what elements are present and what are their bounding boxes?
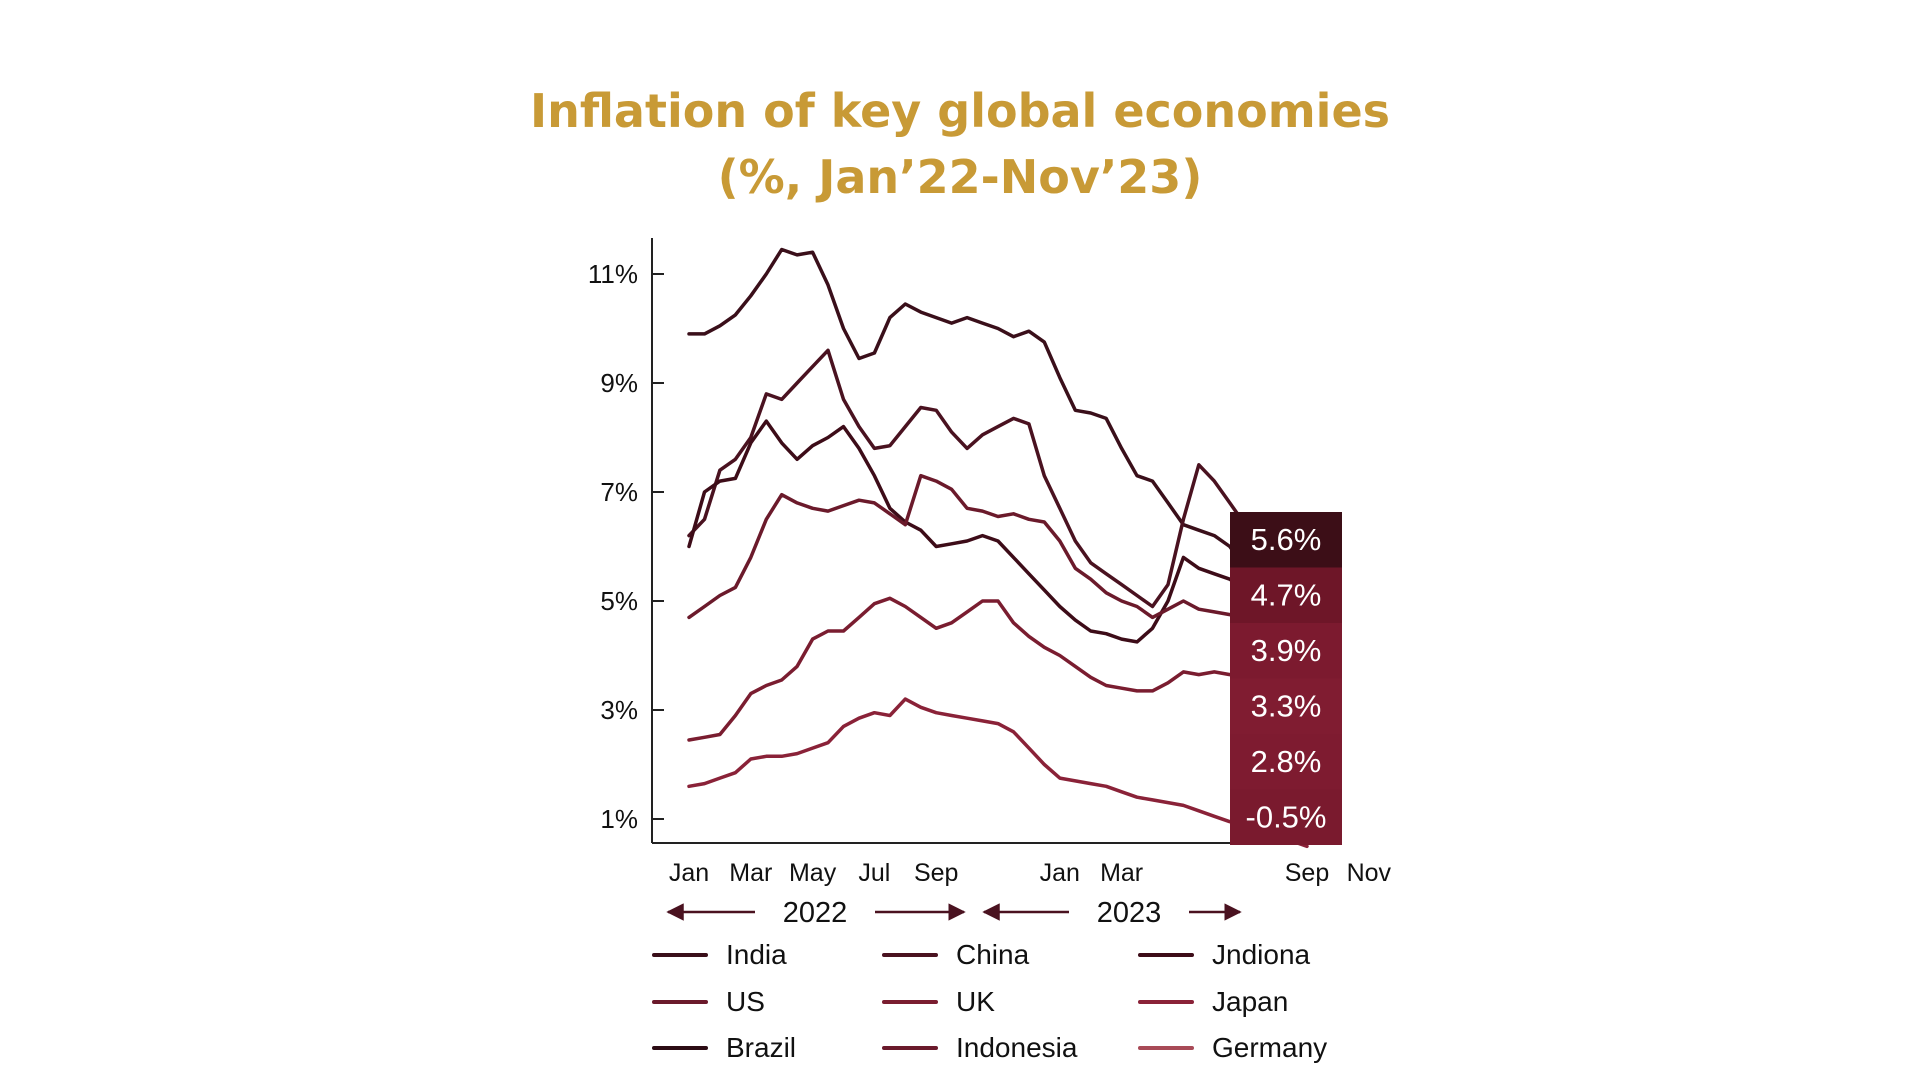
end-label-value: 4.7% bbox=[1251, 578, 1322, 613]
y-tick-label: 9% bbox=[600, 368, 638, 398]
legend-item-uk: UK bbox=[882, 982, 995, 1022]
end-label-box bbox=[1230, 789, 1342, 845]
series-line-jndiona bbox=[687, 419, 1247, 644]
legend-swatch bbox=[1138, 953, 1194, 957]
legend-swatch bbox=[652, 1000, 708, 1004]
legend-label: China bbox=[956, 939, 1030, 970]
x-tick-label: Sep bbox=[1285, 859, 1329, 887]
end-label-box bbox=[1230, 678, 1342, 734]
legend-label: Jndiona bbox=[1212, 939, 1311, 970]
series-line-japan bbox=[687, 697, 1309, 849]
legend-swatch bbox=[882, 1000, 938, 1004]
chart-axes: 1% 3% 5% 7% 9% 11% bbox=[588, 238, 1238, 844]
x-tick-label: Mar bbox=[729, 859, 772, 887]
series-line-china bbox=[687, 348, 1278, 609]
x-tick-label: Mar bbox=[1100, 859, 1143, 887]
x-tick-label: May bbox=[789, 859, 837, 887]
chart-series-lines bbox=[687, 247, 1309, 849]
chart-title: Inflation of key global economies (%, Ja… bbox=[0, 78, 1920, 210]
legend-item-india: India bbox=[652, 935, 787, 975]
year-label: 2022 bbox=[783, 897, 848, 929]
chart-title-line2: (%, Jan’22-Nov’23) bbox=[717, 150, 1203, 204]
legend-label: Indonesia bbox=[956, 1032, 1078, 1063]
legend-item-jndiona: Jndiona bbox=[1138, 935, 1310, 975]
x-tick-label: Sep bbox=[914, 859, 958, 887]
y-tick-label: 11% bbox=[588, 259, 638, 289]
legend-item-brazil: Brazil bbox=[652, 1028, 796, 1068]
x-axis-labels: Jan Mar May Jul Sep Jan Mar Sep Nov 2022 2023 bbox=[666, 859, 1392, 929]
end-label-box bbox=[1230, 567, 1342, 623]
series-line-us bbox=[687, 473, 1278, 639]
series-line-india bbox=[687, 247, 1247, 571]
y-tick-label: 5% bbox=[600, 586, 638, 616]
legend-label: Germany bbox=[1212, 1032, 1328, 1063]
x-tick-label: Jan bbox=[669, 859, 709, 887]
legend-item-indonesia: Indonesia bbox=[882, 1028, 1077, 1068]
end-value-labels: 5.6% 4.7% 3.9% 3.3% 2.8% -0.5% bbox=[1230, 512, 1342, 845]
legend-swatch bbox=[1138, 1046, 1194, 1050]
series-line-uk bbox=[687, 596, 1247, 742]
chart-title-line1: Inflation of key global economies bbox=[529, 84, 1391, 138]
legend-item-japan: Japan bbox=[1138, 982, 1288, 1022]
end-label-box bbox=[1230, 512, 1342, 568]
legend-label: UK bbox=[956, 986, 995, 1017]
y-tick-label: 7% bbox=[600, 477, 638, 507]
year-label: 2023 bbox=[1097, 897, 1162, 929]
end-label-value: 3.9% bbox=[1251, 633, 1322, 668]
legend-swatch bbox=[652, 953, 708, 957]
legend-swatch bbox=[652, 1046, 708, 1050]
chart-legend: India China Jndiona US UK Japan Brazil Indonesi… bbox=[652, 935, 1352, 1065]
x-tick-label: Jan bbox=[1040, 859, 1080, 887]
legend-label: US bbox=[726, 986, 765, 1017]
end-label-value: 2.8% bbox=[1251, 744, 1322, 779]
end-label-box bbox=[1230, 623, 1342, 679]
x-tick-label: Jul bbox=[858, 859, 890, 887]
end-label-box bbox=[1230, 734, 1342, 790]
end-label-value: 3.3% bbox=[1251, 689, 1322, 724]
legend-swatch bbox=[1138, 1000, 1194, 1004]
legend-item-us: US bbox=[652, 982, 765, 1022]
y-tick-label: 1% bbox=[600, 804, 638, 834]
legend-swatch bbox=[882, 953, 938, 957]
legend-label: Brazil bbox=[726, 1032, 797, 1063]
legend-label: Japan bbox=[1212, 986, 1289, 1017]
legend-item-germany: Germany bbox=[1138, 1028, 1327, 1068]
legend-swatch bbox=[882, 1046, 938, 1050]
legend-label: India bbox=[726, 939, 787, 970]
legend-item-china: China bbox=[882, 935, 1029, 975]
x-tick-label: Nov bbox=[1347, 859, 1392, 887]
end-label-value: -0.5% bbox=[1246, 800, 1327, 835]
y-tick-label: 3% bbox=[600, 695, 638, 725]
end-label-value: 5.6% bbox=[1251, 522, 1322, 557]
